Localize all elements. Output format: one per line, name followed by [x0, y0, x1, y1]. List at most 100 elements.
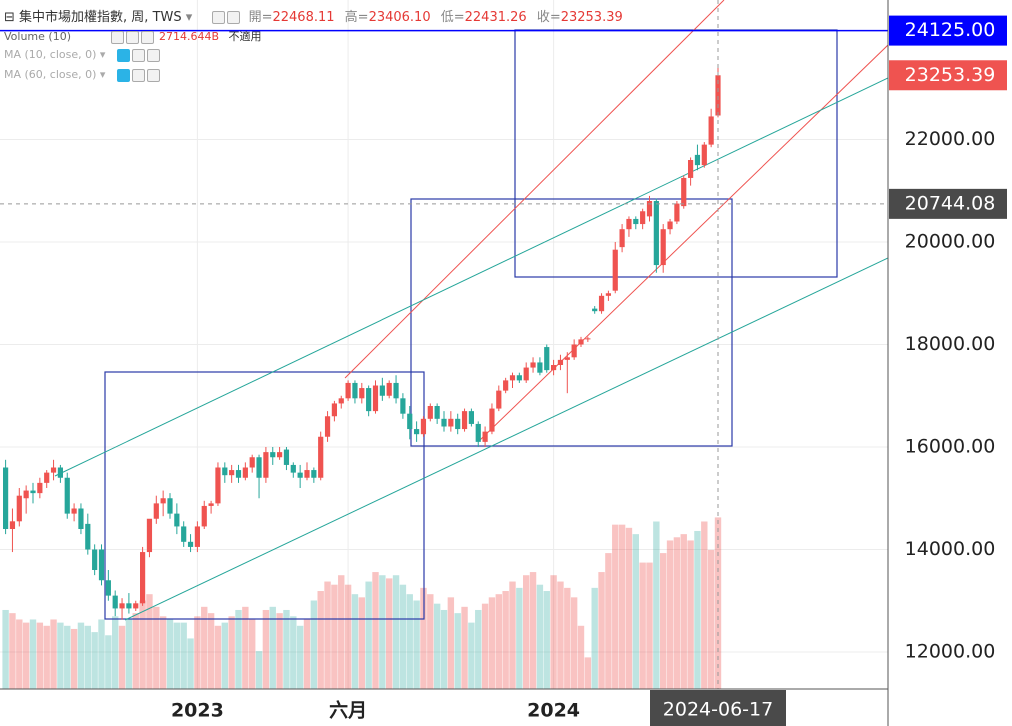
- ma-label: MA (60, close, 0): [4, 68, 97, 81]
- candle-body: [30, 490, 36, 494]
- candle-body: [242, 467, 248, 478]
- candle-body: [366, 388, 372, 412]
- candle-body: [71, 508, 77, 514]
- volume-label: Volume (10): [4, 30, 71, 43]
- volume-note: 不適用: [228, 30, 262, 43]
- candle-body: [448, 418, 454, 427]
- volume-bar: [125, 619, 133, 689]
- volume-bar: [625, 527, 633, 689]
- candle-body: [420, 418, 427, 435]
- volume-bar: [694, 530, 701, 689]
- candle-body: [496, 390, 502, 409]
- x-tick-label: 2024: [527, 700, 580, 722]
- grid: [0, 0, 888, 689]
- candle-body: [331, 403, 337, 417]
- candle-body: [215, 467, 221, 504]
- open-label: 開=: [248, 10, 273, 25]
- volume-bar: [379, 575, 386, 689]
- volume-bar: [447, 597, 455, 689]
- candle-body: [57, 467, 63, 478]
- candle-body: [427, 405, 433, 419]
- volume-bar: [166, 619, 174, 689]
- volume-bar: [481, 603, 489, 689]
- volume-bar: [433, 603, 441, 689]
- volume-bar: [509, 581, 516, 689]
- volume-bar: [488, 597, 496, 689]
- volume-bar: [132, 613, 139, 689]
- volume-bar: [118, 625, 126, 689]
- ma-label: MA (10, close, 0): [4, 48, 97, 61]
- candle-body: [571, 344, 577, 358]
- candle-body: [461, 411, 468, 430]
- volume-bar: [646, 562, 653, 689]
- candle-body: [194, 526, 200, 547]
- volume-bar: [180, 622, 187, 689]
- box: [410, 198, 733, 447]
- candle-body: [37, 482, 43, 494]
- volume-bar: [146, 594, 153, 689]
- volume-bar: [201, 606, 208, 689]
- candle-body: [160, 498, 166, 504]
- x-tick-label: 2023: [171, 700, 224, 722]
- candle-body: [352, 382, 358, 399]
- volume-bar: [406, 594, 413, 689]
- candle-body: [379, 385, 385, 396]
- candle-body: [16, 495, 22, 522]
- candle-body: [3, 467, 9, 529]
- candle-body: [64, 477, 70, 514]
- volume-bar: [36, 622, 44, 689]
- y-tick-label: 18000.00: [905, 333, 996, 355]
- volume-bar: [159, 616, 167, 689]
- volume-bar: [536, 584, 544, 689]
- volume-bar: [420, 587, 427, 689]
- volume-bar: [358, 597, 365, 689]
- candle-body: [85, 523, 91, 550]
- candle-body: [640, 211, 646, 225]
- candle-body: [201, 505, 207, 527]
- candle-body: [263, 452, 269, 478]
- volume-bar: [475, 609, 482, 689]
- close-label: 收=: [536, 10, 561, 25]
- volume-value: 2714.644B: [159, 30, 220, 43]
- candle-body: [359, 388, 365, 399]
- close-value: 23253.39: [560, 10, 623, 25]
- candle-body: [626, 218, 632, 230]
- candle-body: [551, 364, 557, 371]
- ma-legend: MA (60, close, 0) ▾: [4, 68, 162, 82]
- volume-bar: [207, 613, 215, 689]
- candle-body: [653, 201, 659, 266]
- volume-bar: [262, 609, 270, 689]
- candle-body: [92, 549, 98, 570]
- candle-body: [318, 436, 324, 478]
- volume-bar: [591, 587, 598, 689]
- volume-bar: [660, 553, 667, 689]
- volume-bar: [454, 613, 461, 689]
- last-price-label-box: [889, 60, 1007, 91]
- volume-bar: [9, 613, 16, 689]
- candle-body: [140, 552, 146, 604]
- candle-body: [105, 580, 111, 596]
- volume-bar: [701, 521, 708, 689]
- trend-line: [54, 77, 888, 477]
- legend-title-row: ⊟ 集中市場加權指數, 周, TWS ▾ 開=22468.11 高=23406.…: [4, 6, 623, 25]
- candle-body: [598, 295, 605, 312]
- candle-body: [208, 503, 214, 506]
- candle-body: [708, 116, 714, 145]
- candle-body: [509, 375, 516, 381]
- candle-body: [482, 431, 488, 442]
- volume-bar: [666, 540, 674, 689]
- candle-body: [297, 472, 303, 478]
- high-value: 23406.10: [368, 10, 431, 25]
- menu-arrow[interactable]: ▾: [185, 10, 193, 25]
- candle-body: [715, 75, 721, 116]
- candle-body: [222, 467, 228, 476]
- volume-bar: [84, 625, 91, 689]
- trend-line: [124, 257, 888, 621]
- candle-body: [585, 338, 591, 340]
- candle-body: [468, 411, 474, 424]
- box: [104, 371, 425, 620]
- candle-body: [146, 518, 153, 553]
- volume-bar: [365, 581, 372, 689]
- crosshair-price-label: 20744.08: [905, 192, 996, 214]
